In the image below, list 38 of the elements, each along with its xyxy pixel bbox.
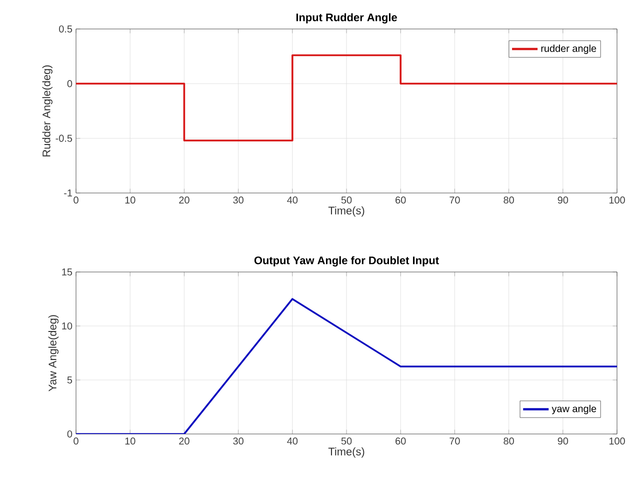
y-tick-label: -0.5 [56,134,72,142]
x-tick-label: 60 [396,196,406,204]
x-tick-label: 90 [558,196,568,204]
x-axis-title: Time(s) [328,206,364,217]
y-tick-label: 5 [67,376,72,384]
x-tick-label: 20 [179,196,190,204]
y-tick-label: 0.5 [59,25,72,33]
y-axis-title: Yaw Angle(deg) [48,315,59,392]
y-tick-label: -1 [64,190,72,196]
chart-title: Output Yaw Angle for Doublet Input [254,256,439,266]
x-tick-label: 40 [287,438,298,445]
x-tick-label: 60 [396,438,406,445]
x-tick-label: 100 [609,196,625,204]
x-tick-label: 70 [450,438,460,445]
x-tick-label: 10 [125,196,136,204]
x-tick-label: 10 [125,438,136,445]
x-tick-label: 100 [609,438,625,445]
y-tick-label: 0 [67,80,72,88]
x-tick-label: 80 [504,196,514,204]
x-tick-label: 90 [558,438,568,445]
x-tick-label: 0 [74,196,78,204]
y-axis-title: Rudder Angle(deg) [42,65,52,156]
x-tick-label: 0 [74,438,78,445]
y-tick-label: 15 [62,268,72,276]
x-tick-label: 40 [287,196,298,204]
x-tick-label: 70 [450,196,460,204]
x-tick-label: 30 [233,196,244,204]
x-tick-label: 50 [341,196,352,204]
legend-label: rudder angle [541,44,596,54]
y-tick-label: 10 [62,322,72,330]
x-tick-label: 20 [179,438,190,445]
x-tick-label: 50 [341,438,352,445]
legend-label: yaw angle [552,404,596,414]
x-tick-label: 30 [233,438,244,445]
chart-title: Input Rudder Angle [296,13,397,24]
x-tick-label: 80 [504,438,514,445]
y-tick-label: 0 [67,430,72,438]
x-axis-title: Time(s) [328,447,364,458]
